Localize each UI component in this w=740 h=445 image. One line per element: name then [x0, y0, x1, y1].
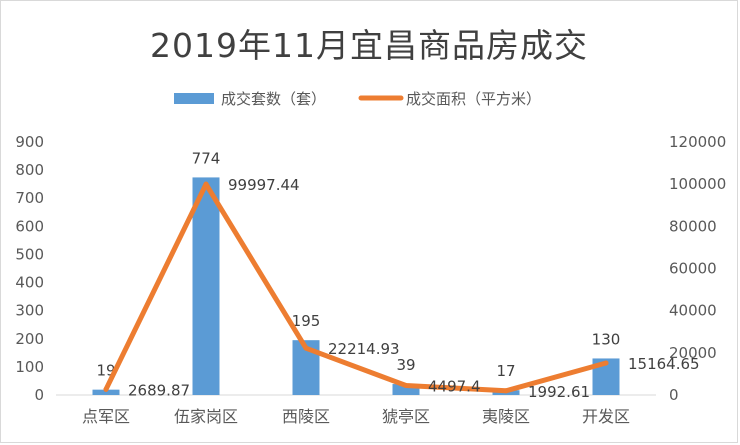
bar-data-label: 17 [496, 362, 515, 380]
line-point [503, 388, 509, 394]
y-right-tick-label: 120000 [669, 133, 726, 151]
chart-title: 2019年11月宜昌商品房成交 [150, 26, 588, 65]
legend-line-label: 成交面积（平方米） [406, 90, 541, 108]
legend-bar-label: 成交套数（套） [221, 90, 326, 108]
y-left-tick-label: 0 [34, 386, 44, 404]
bar-data-label: 774 [192, 149, 221, 167]
line-point [403, 383, 409, 389]
x-category-label: 伍家岗区 [174, 407, 238, 426]
y-right-tick-label: 0 [669, 386, 679, 404]
y-left-tick-label: 800 [15, 161, 44, 179]
bar-data-label: 195 [292, 312, 321, 330]
x-category-label: 夷陵区 [482, 407, 530, 426]
y-left-tick-label: 900 [15, 133, 44, 151]
legend-bar-swatch [174, 93, 214, 104]
y-left-tick-label: 300 [15, 302, 44, 320]
bar [392, 384, 420, 395]
y-left-tick-label: 400 [15, 274, 44, 292]
bar-data-label: 39 [396, 356, 415, 374]
y-right-tick-label: 80000 [669, 217, 717, 235]
area-line [103, 181, 609, 394]
y-right-tick-label: 40000 [669, 302, 717, 320]
y-left-tick-label: 100 [15, 358, 44, 376]
y-right-tick-label: 20000 [669, 344, 717, 362]
y-left-tick-label: 200 [15, 330, 44, 348]
line-data-label: 15164.65 [628, 355, 700, 373]
x-category-label: 开发区 [582, 407, 630, 426]
y-right-tick-label: 100000 [669, 175, 726, 193]
line-point [103, 386, 109, 392]
y-right-tick-label: 60000 [669, 260, 717, 278]
line-data-label: 99997.44 [228, 176, 300, 194]
line-data-label: 1992.61 [528, 383, 590, 401]
x-category-label: 西陵区 [282, 407, 330, 426]
bar [192, 177, 220, 395]
bar [92, 389, 120, 395]
y-left-tick-label: 500 [15, 245, 44, 263]
y-left-tick-label: 600 [15, 217, 44, 235]
y-left-tick-label: 700 [15, 189, 44, 207]
line-point [303, 345, 309, 351]
line-data-label: 4497.4 [428, 378, 481, 396]
x-category-label: 猇亭区 [382, 407, 430, 426]
x-category-label: 点军区 [82, 407, 130, 426]
bar-data-label: 130 [592, 330, 621, 348]
line-point [203, 181, 209, 187]
line-data-label: 22214.93 [328, 340, 400, 358]
line-point [603, 360, 609, 366]
line-data-label: 2689.87 [128, 381, 190, 399]
